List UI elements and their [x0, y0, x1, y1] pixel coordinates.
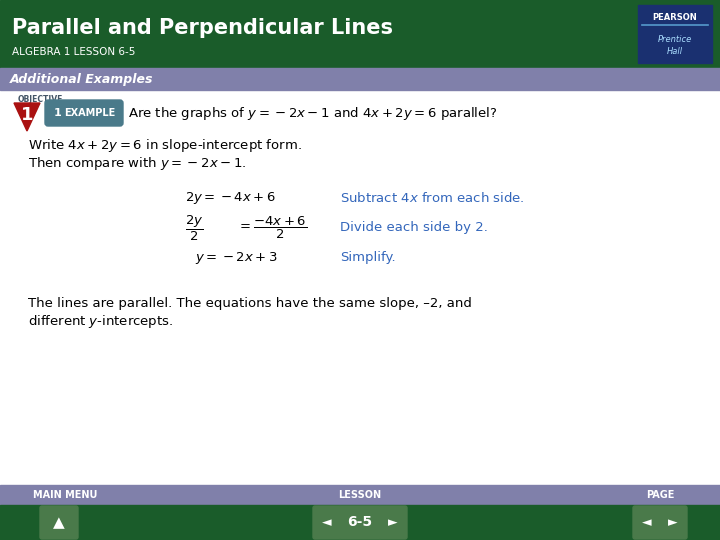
Text: 6-5: 6-5: [348, 516, 372, 530]
Text: ◄: ◄: [642, 516, 652, 529]
FancyBboxPatch shape: [40, 506, 78, 539]
FancyBboxPatch shape: [45, 100, 123, 126]
Text: ►: ►: [388, 516, 398, 529]
Text: Simplify.: Simplify.: [340, 252, 395, 265]
Text: ►: ►: [668, 516, 678, 529]
Text: MAIN MENU: MAIN MENU: [33, 490, 97, 500]
Text: $= \dfrac{-4x + 6}{2}$: $= \dfrac{-4x + 6}{2}$: [237, 215, 307, 241]
Text: Write $4x + 2y = 6$ in slope-intercept form.: Write $4x + 2y = 6$ in slope-intercept f…: [28, 138, 302, 154]
Text: 1: 1: [54, 108, 62, 118]
Text: ◄: ◄: [322, 516, 332, 529]
Bar: [0, 505, 720, 540]
Text: Parallel and Perpendicular Lines: Parallel and Perpendicular Lines: [12, 18, 393, 38]
FancyBboxPatch shape: [313, 506, 341, 539]
Text: Subtract $4x$ from each side.: Subtract $4x$ from each side.: [340, 191, 525, 205]
Text: ALGEBRA 1 LESSON 6-5: ALGEBRA 1 LESSON 6-5: [12, 47, 135, 57]
Text: PEARSON: PEARSON: [652, 12, 698, 22]
Text: different $y$-intercepts.: different $y$-intercepts.: [28, 314, 174, 330]
Text: Prentice: Prentice: [658, 35, 692, 44]
Text: The lines are parallel. The equations have the same slope, –2, and: The lines are parallel. The equations ha…: [28, 298, 472, 310]
Text: PAGE: PAGE: [646, 490, 674, 500]
Text: Hall: Hall: [667, 46, 683, 56]
Bar: [0, 0, 720, 68]
Text: 1: 1: [21, 106, 33, 124]
Bar: [0, 68, 720, 90]
Text: Then compare with $y = -2x - 1$.: Then compare with $y = -2x - 1$.: [28, 156, 246, 172]
Text: Divide each side by 2.: Divide each side by 2.: [340, 221, 488, 234]
Text: ▲: ▲: [53, 515, 65, 530]
FancyBboxPatch shape: [633, 506, 661, 539]
Text: $\dfrac{2y}{2}$: $\dfrac{2y}{2}$: [185, 213, 204, 242]
Text: Additional Examples: Additional Examples: [10, 72, 153, 85]
Text: LESSON: LESSON: [338, 490, 382, 500]
FancyBboxPatch shape: [659, 506, 687, 539]
Bar: [638, 5, 712, 63]
Text: $2y = -4x + 6$: $2y = -4x + 6$: [185, 190, 276, 206]
Text: $y = -2x + 3$: $y = -2x + 3$: [195, 250, 278, 266]
Text: EXAMPLE: EXAMPLE: [64, 108, 116, 118]
Text: Are the graphs of $y = -2x - 1$ and $4x + 2y = 6$ parallel?: Are the graphs of $y = -2x - 1$ and $4x …: [128, 105, 498, 122]
FancyBboxPatch shape: [379, 506, 407, 539]
Polygon shape: [14, 103, 40, 131]
FancyBboxPatch shape: [339, 506, 381, 539]
Text: OBJECTIVE: OBJECTIVE: [18, 96, 63, 105]
Bar: [0, 485, 720, 505]
